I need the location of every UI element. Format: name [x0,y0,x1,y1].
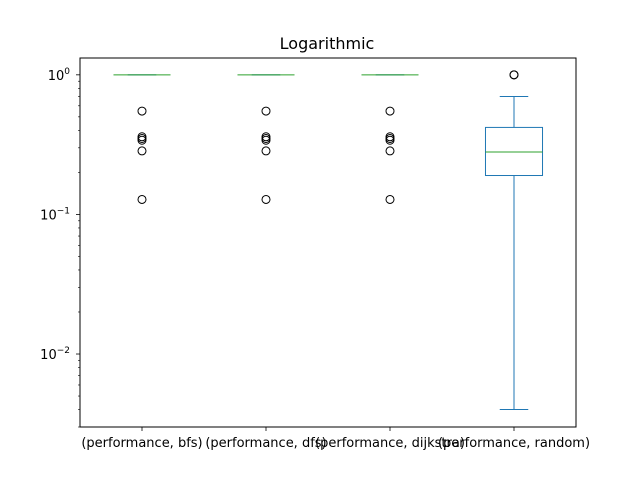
box-flier [385,133,395,143]
box-flier [137,135,147,145]
box-flier [385,135,395,145]
x-tick-label: (performance, random) [438,436,590,451]
box-flier [261,106,271,116]
box-body [484,126,544,177]
box-flier [509,70,519,80]
box-flier [261,146,271,156]
box-flier [385,106,395,116]
box-flier [137,194,147,204]
box-flier [261,133,271,143]
box-flier [385,194,395,204]
box-flier [385,146,395,156]
box-flier [137,106,147,116]
x-tick-label: (performance, bfs) [81,436,202,451]
box-flier [261,135,271,145]
box-flier [137,146,147,156]
chart-title: Logarithmic [280,34,375,53]
x-tick-label: (performance, dfs) [205,436,326,451]
box-flier [137,133,147,143]
y-tick-label: 10−1 [40,206,70,223]
axes-frame [79,57,577,428]
box-flier [261,194,271,204]
y-tick-label: 100 [48,67,71,84]
y-tick-label: 10−2 [40,346,70,363]
x-tick-label: (performance, dijkstra) [315,436,465,451]
